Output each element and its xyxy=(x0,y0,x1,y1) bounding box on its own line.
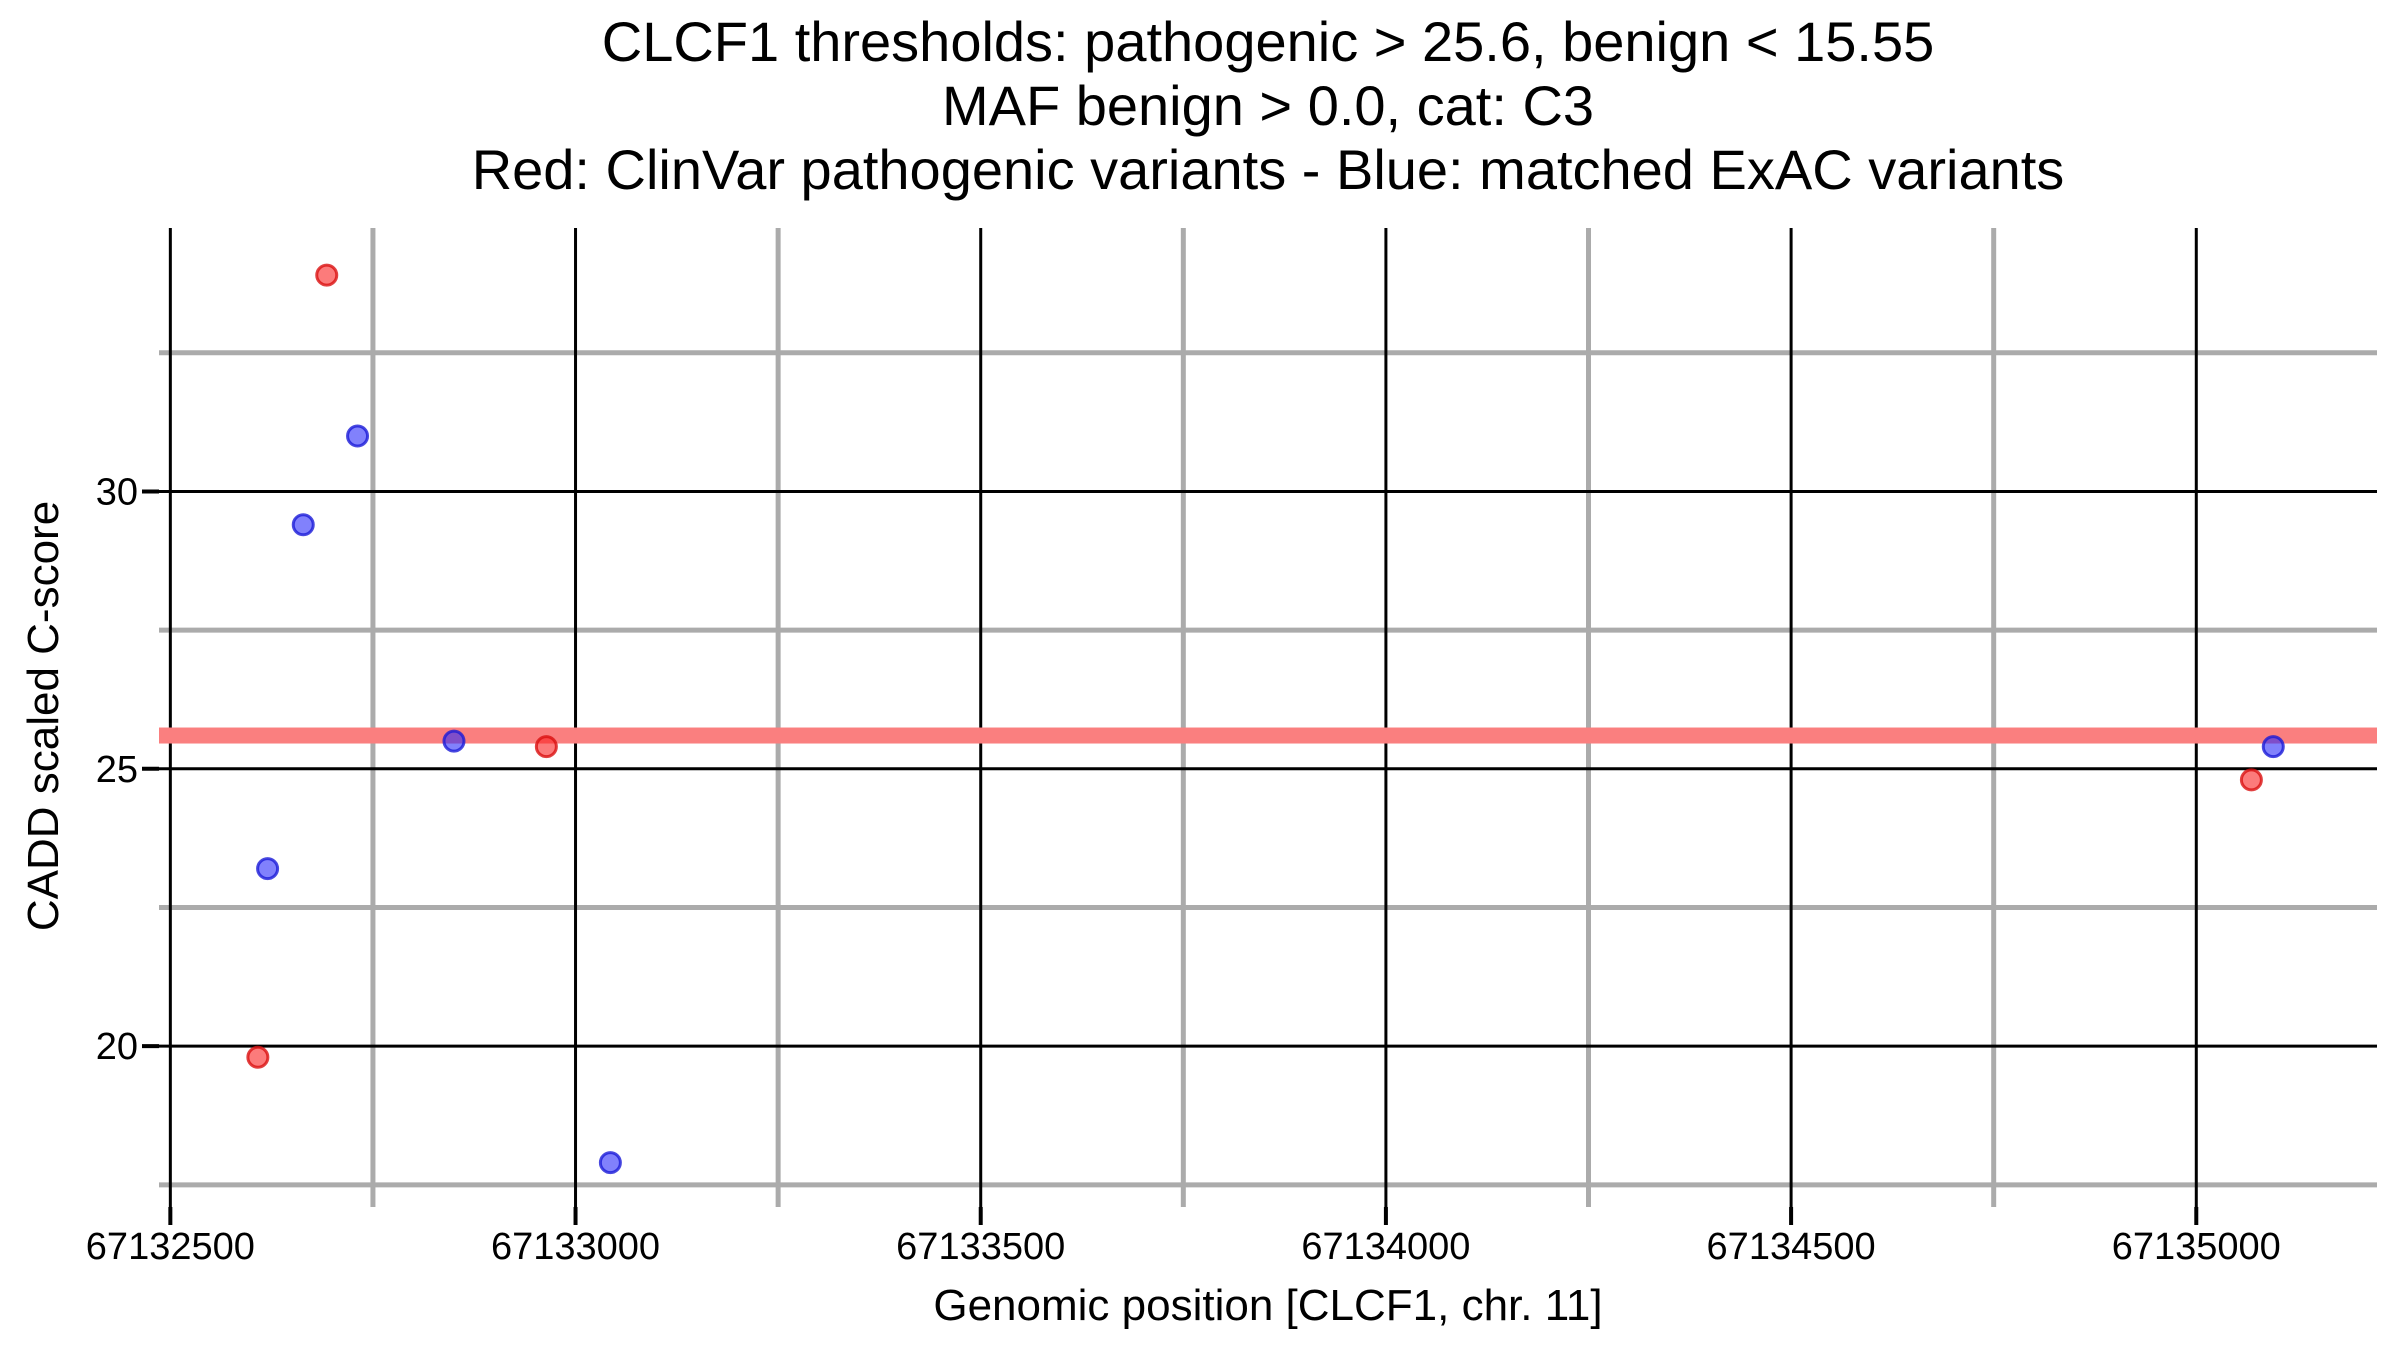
x-tick-label: 67134000 xyxy=(1301,1226,1470,1268)
data-point-exac-matched xyxy=(256,857,280,881)
chart-title-line-1: CLCF1 thresholds: pathogenic > 25.6, ben… xyxy=(601,10,1935,73)
pathogenic-threshold-line xyxy=(159,727,2377,744)
data-point-exac-matched xyxy=(291,513,315,537)
data-point-exac-matched xyxy=(598,1151,622,1175)
chart-title-line-3: Red: ClinVar pathogenic variants - Blue:… xyxy=(471,138,2065,201)
x-tick-label: 67133500 xyxy=(896,1226,1065,1268)
x-tick-label: 67135000 xyxy=(2112,1226,2281,1268)
x-axis-title: Genomic position [CLCF1, chr. 11] xyxy=(933,1281,1603,1330)
y-tick-label: 20 xyxy=(96,1026,138,1068)
x-tick-label: 67134500 xyxy=(1707,1226,1876,1268)
chart-title: CLCF1 thresholds: pathogenic > 25.6, ben… xyxy=(159,10,2377,202)
data-point-exac-matched xyxy=(2261,735,2285,759)
chart-title-line-2: MAF benign > 0.0, cat: C3 xyxy=(941,74,1595,137)
y-tick-label: 25 xyxy=(96,749,138,791)
data-point-exac-matched xyxy=(346,424,370,448)
data-point-clinvar-pathogenic xyxy=(246,1045,270,1069)
x-tick-label: 67132500 xyxy=(86,1226,255,1268)
data-point-clinvar-pathogenic xyxy=(2239,768,2263,792)
y-tick-label: 30 xyxy=(96,471,138,513)
x-tick-label: 67133000 xyxy=(491,1226,660,1268)
data-point-clinvar-pathogenic xyxy=(534,735,558,759)
data-point-exac-matched xyxy=(442,729,466,753)
data-point-clinvar-pathogenic xyxy=(315,263,339,287)
